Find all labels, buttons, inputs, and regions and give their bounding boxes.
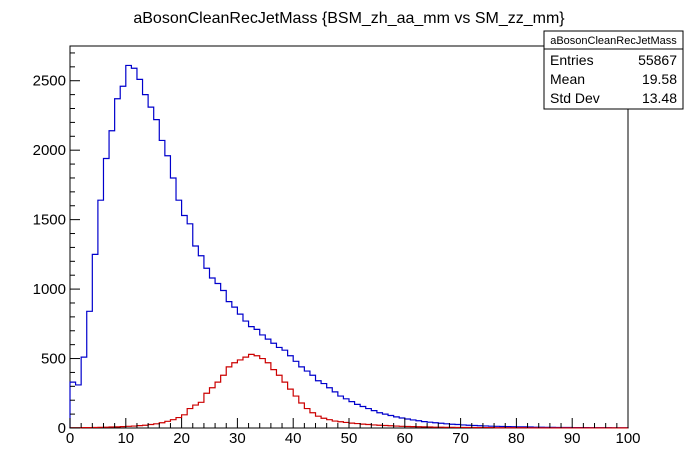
x-tick-label: 30: [229, 430, 246, 447]
y-tick-label: 500: [41, 351, 66, 368]
x-tick-label: 70: [452, 430, 469, 447]
x-tick-label: 50: [341, 430, 358, 447]
chart-title: aBosonCleanRecJetMass {BSM_zh_aa_mm vs S…: [133, 10, 565, 27]
x-tick-label: 60: [396, 430, 413, 447]
y-tick-label: 0: [58, 420, 66, 437]
stats-mean-label: Mean: [550, 71, 585, 87]
y-tick-label: 1500: [33, 212, 66, 229]
histogram-series-1: [69, 64, 629, 429]
stats-stddev-value: 13.48: [642, 90, 677, 106]
x-tick-label: 90: [564, 430, 581, 447]
statistics-box: aBosonCleanRecJetMass Entries 55867 Mean…: [543, 30, 684, 110]
stats-mean-value: 19.58: [642, 71, 677, 87]
y-axis-ticks: 0 500 1000 1500 2000 2500: [33, 52, 80, 437]
x-tick-label: 40: [285, 430, 302, 447]
y-tick-label: 2000: [33, 142, 66, 159]
x-tick-label: 80: [508, 430, 525, 447]
y-tick-label: 2500: [33, 73, 66, 90]
stats-box-title: aBosonCleanRecJetMass: [550, 35, 677, 47]
y-tick-label: 1000: [33, 281, 66, 298]
histogram-series-2: [69, 353, 629, 429]
stats-entries-value: 55867: [638, 52, 677, 68]
stats-box-frame: [543, 30, 684, 110]
x-axis-ticks: 0 10 20 30 40 50 60 70 80 90 100: [66, 418, 641, 447]
x-tick-label: 0: [66, 430, 74, 447]
x-tick-label: 20: [173, 430, 190, 447]
stats-entries-label: Entries: [550, 52, 594, 68]
x-tick-label: 10: [117, 430, 134, 447]
x-tick-label: 100: [615, 430, 640, 447]
stats-stddev-label: Std Dev: [550, 90, 600, 106]
histogram-series-layer: [69, 64, 629, 429]
